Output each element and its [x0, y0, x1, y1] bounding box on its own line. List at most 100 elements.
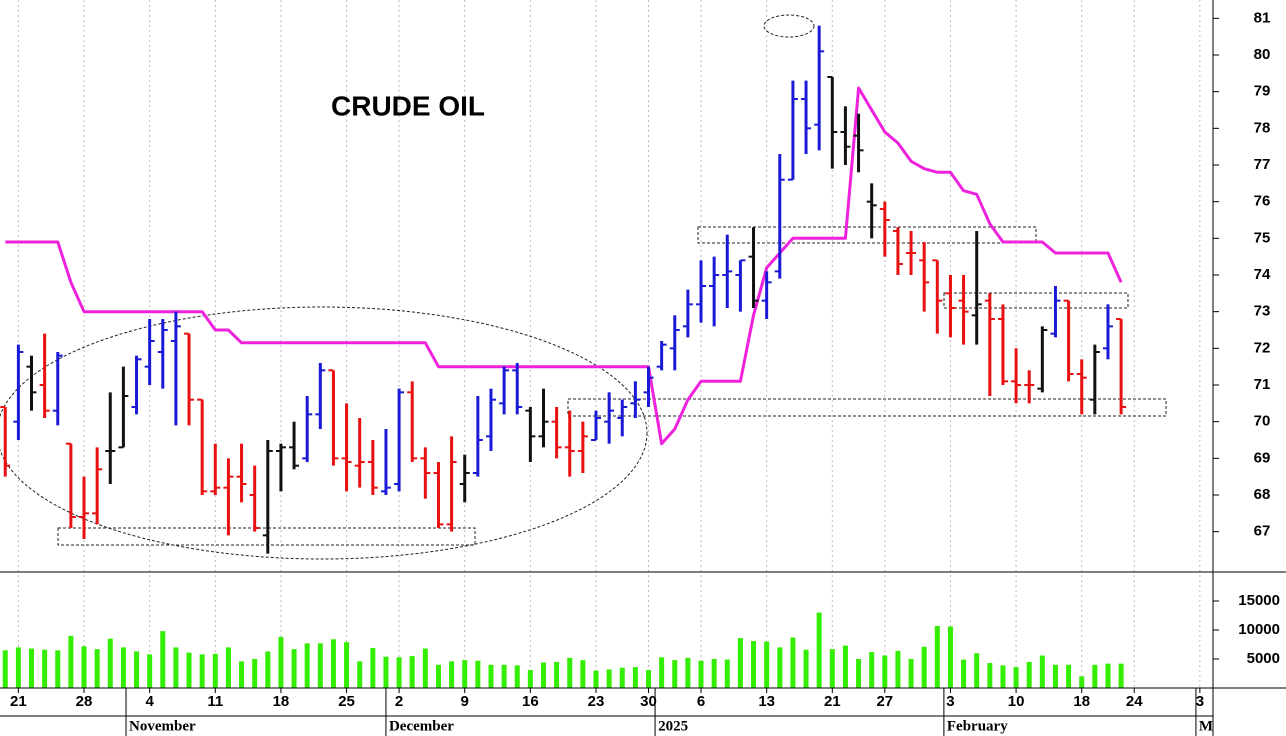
volume-bar — [659, 657, 665, 688]
volume-bar — [829, 649, 835, 688]
volume-bar — [422, 648, 428, 688]
volume-bar — [606, 669, 612, 688]
volume-bar — [527, 670, 533, 688]
volume-bar — [317, 643, 323, 688]
x-tick-label: 13 — [758, 693, 775, 710]
volume-bar — [1026, 661, 1032, 688]
volume-bar — [29, 648, 35, 688]
support-box — [567, 398, 1167, 417]
volume-bar — [2, 650, 8, 688]
x-tick-label: 16 — [522, 693, 539, 710]
month-label: February — [947, 718, 1008, 734]
volume-bar — [567, 657, 573, 688]
volume-bar — [1013, 667, 1019, 688]
x-tick-label: 4 — [145, 693, 154, 710]
x-tick-label: 9 — [461, 693, 469, 710]
volume-bar — [632, 667, 638, 688]
y-tick-label: 15000 — [1238, 592, 1280, 609]
y-tick-label: 76 — [1254, 193, 1271, 210]
volume-bar — [475, 660, 481, 688]
plot-area — [0, 25, 1127, 688]
volume-bar — [344, 642, 350, 688]
volume-bar — [895, 650, 901, 688]
volume-bar — [55, 650, 61, 688]
x-tick-label: 23 — [588, 693, 605, 710]
volume-bar — [1000, 665, 1006, 688]
month-label: November — [129, 718, 196, 734]
volume-bar — [947, 626, 953, 688]
volume-bar — [540, 662, 546, 688]
volume-bar — [685, 657, 691, 688]
volume-bar — [199, 654, 205, 688]
x-tick-label: 2 — [395, 693, 403, 710]
volume-bar — [554, 661, 560, 688]
volume-bar — [1066, 664, 1072, 688]
volume-bar — [619, 667, 625, 688]
volume-bar — [646, 670, 652, 688]
volume-bar — [961, 659, 967, 688]
x-tick-label: 21 — [824, 693, 841, 710]
x-tick-label: 24 — [1126, 693, 1143, 710]
volume-bar — [777, 647, 783, 688]
y-tick-label: 67 — [1254, 523, 1271, 540]
volume-bar — [68, 635, 74, 688]
volume-bar — [869, 652, 875, 688]
volume-bar — [330, 639, 336, 688]
volume-bar — [396, 657, 402, 688]
volume-bar — [383, 656, 389, 688]
volume-bar — [265, 651, 271, 688]
volume-bar — [120, 647, 126, 688]
stop-line — [5, 86, 1123, 446]
y-tick-label: 80 — [1254, 46, 1271, 63]
y-tick-label: 72 — [1254, 339, 1271, 356]
month-label: M — [1199, 718, 1213, 734]
y-tick-label: 78 — [1254, 119, 1271, 136]
volume-bar — [724, 659, 730, 688]
volume-bar — [449, 661, 455, 688]
range-ellipse — [0, 306, 648, 560]
volume-bar — [462, 660, 468, 688]
y-tick-label: 75 — [1254, 229, 1271, 246]
volume-bar — [435, 664, 441, 688]
volume-bar — [790, 637, 796, 688]
volume-bar — [1118, 663, 1124, 688]
y-tick-label: 10000 — [1238, 621, 1280, 638]
volume-bar — [764, 641, 770, 688]
volume-bar — [225, 647, 231, 688]
y-tick-label: 73 — [1254, 303, 1271, 320]
volume-bar — [934, 625, 940, 688]
volume-bar — [974, 653, 980, 688]
volume-bar — [15, 647, 21, 688]
y-tick-label: 79 — [1254, 83, 1271, 100]
volume-bar — [672, 660, 678, 688]
volume-bar — [856, 659, 862, 688]
volume-bar — [252, 659, 258, 688]
x-tick-label: 6 — [697, 693, 705, 710]
volume-bar — [1092, 664, 1098, 688]
volume-bar — [42, 649, 48, 688]
volume-bar — [514, 665, 520, 688]
volume-bar — [278, 636, 284, 688]
volume-bar — [1105, 663, 1111, 688]
peak-ellipse — [763, 14, 815, 38]
x-tick-label: 11 — [207, 693, 223, 710]
volume-bar — [593, 670, 599, 688]
volume-bar — [816, 612, 822, 688]
x-tick-label: 30 — [640, 693, 657, 710]
y-tick-label: 71 — [1254, 376, 1271, 393]
volume-bar — [501, 664, 507, 688]
volume-bar — [1052, 664, 1058, 688]
volume-bar — [304, 643, 310, 688]
x-tick-label: 25 — [338, 693, 355, 710]
resistance-box — [697, 226, 1037, 244]
volume-bar — [94, 649, 100, 688]
volume-bar — [1079, 676, 1085, 688]
month-label: December — [389, 718, 454, 734]
volume-bar — [357, 661, 363, 688]
volume-bar — [921, 646, 927, 688]
x-tick-label: 21 — [10, 693, 27, 710]
x-tick-label: 18 — [273, 693, 290, 710]
volume-bar — [81, 646, 87, 688]
volume-bar — [212, 653, 218, 688]
